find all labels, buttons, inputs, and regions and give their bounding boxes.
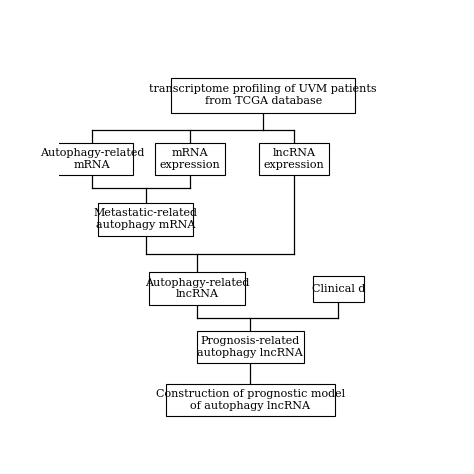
FancyBboxPatch shape [259, 143, 329, 175]
FancyBboxPatch shape [197, 331, 303, 364]
Text: Autophagy-related
lncRNA: Autophagy-related lncRNA [145, 278, 249, 300]
Text: lncRNA
expression: lncRNA expression [264, 148, 325, 170]
FancyBboxPatch shape [52, 143, 133, 175]
FancyBboxPatch shape [149, 272, 245, 305]
FancyBboxPatch shape [166, 383, 335, 416]
Text: Construction of prognostic model
of autophagy lncRNA: Construction of prognostic model of auto… [156, 389, 345, 411]
Text: Metastatic-related
autophagy mRNA: Metastatic-related autophagy mRNA [93, 209, 198, 230]
FancyBboxPatch shape [155, 143, 225, 175]
FancyBboxPatch shape [171, 78, 355, 112]
Text: Prognosis-related
autophagy lncRNA: Prognosis-related autophagy lncRNA [197, 336, 303, 358]
Text: mRNA
expression: mRNA expression [159, 148, 220, 170]
FancyBboxPatch shape [313, 275, 364, 302]
FancyBboxPatch shape [98, 203, 193, 236]
Text: transcriptome profiling of UVM patients
from TCGA database: transcriptome profiling of UVM patients … [149, 84, 377, 106]
Text: Autophagy-related
mRNA: Autophagy-related mRNA [40, 148, 145, 170]
Text: Clinical d: Clinical d [312, 283, 365, 293]
